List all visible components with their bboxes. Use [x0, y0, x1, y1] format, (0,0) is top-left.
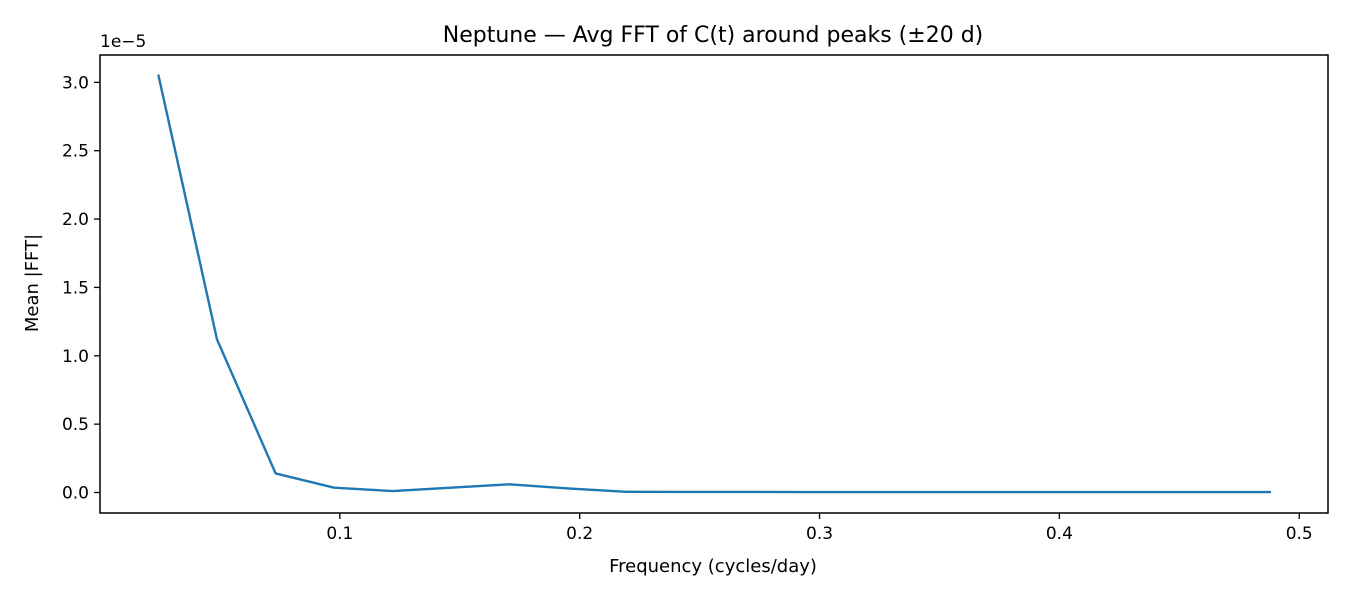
- x-axis-label: Frequency (cycles/day): [609, 556, 817, 577]
- plot-frame: [99, 54, 1329, 514]
- x-tick-label: 0.4: [1046, 524, 1073, 544]
- y-tick-label: 3.0: [62, 73, 89, 93]
- y-tick-label: 1.0: [62, 347, 89, 367]
- plot-area: 0.1 0.2 0.3 0.4 0.5 0.0 0.5 1.0 1.5 2.0 2.5 3.0: [62, 54, 1329, 544]
- y-tick-label: 2.0: [62, 210, 89, 230]
- chart-title: Neptune — Avg FFT of C(t) around peaks (…: [443, 23, 984, 48]
- series-line-1: [157, 74, 1272, 494]
- y-tick-label: 0.0: [62, 483, 89, 503]
- x-tick-label: 0.2: [566, 524, 593, 544]
- x-tick-label: 0.3: [806, 524, 833, 544]
- y-axis-offset-label: 1e−5: [100, 32, 146, 52]
- y-tick-label: 2.5: [62, 142, 89, 162]
- y-axis-label: Mean |FFT|: [22, 234, 43, 332]
- x-tick-label: 0.5: [1286, 524, 1313, 544]
- y-tick-label: 1.5: [62, 278, 89, 298]
- y-tick-label: 0.5: [62, 415, 89, 435]
- x-tick-label: 0.1: [326, 524, 353, 544]
